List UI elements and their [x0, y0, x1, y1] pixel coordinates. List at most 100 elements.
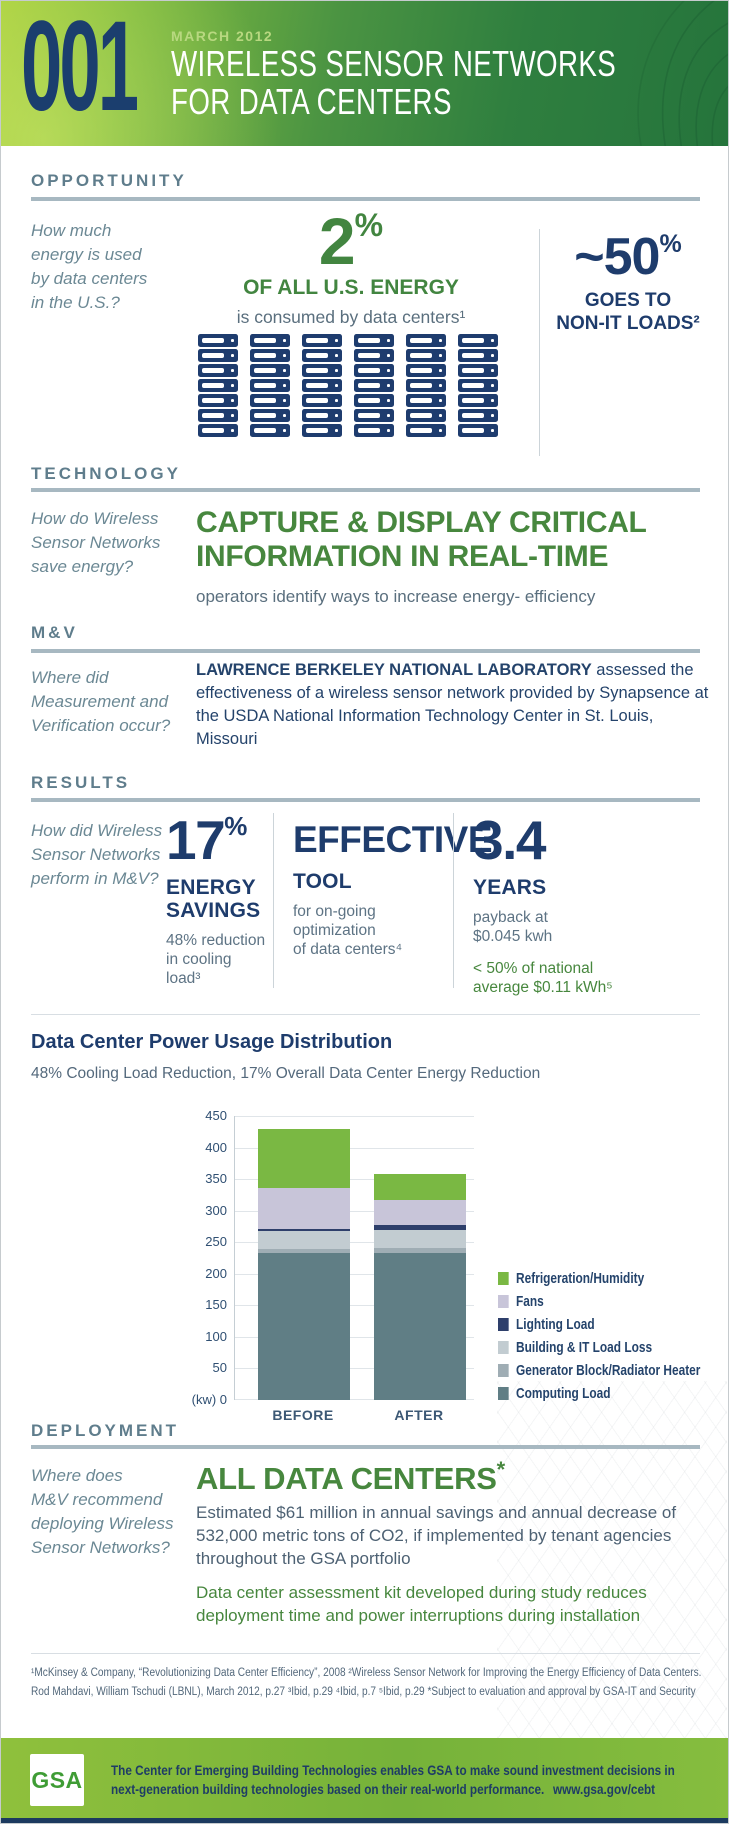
subtext-line: in cooling load³	[166, 951, 232, 987]
legend-label: Lighting Load	[516, 1316, 595, 1333]
side-caption-line: GOES TO	[584, 290, 672, 311]
subtext-line: optimization	[293, 922, 376, 939]
footer-url-link[interactable]: www.gsa.gov/cebt	[553, 1782, 656, 1797]
legend-label: Building & IT Load Loss	[516, 1339, 653, 1356]
headline-text: ALL DATA CENTERS	[196, 1461, 497, 1496]
footnote-line: ¹McKinsey & Company, “Revolutionizing Da…	[31, 1667, 702, 1679]
server-row	[198, 394, 498, 407]
bar-segment	[374, 1253, 466, 1400]
chart-subtitle: 48% Cooling Load Reduction, 17% Overall …	[31, 1065, 541, 1082]
body-line: throughout the GSA portfolio	[196, 1549, 411, 1568]
bar-segment	[258, 1253, 350, 1400]
chart-y-tick-label: 200	[205, 1266, 227, 1281]
bar-segment	[258, 1188, 350, 1230]
title-line: SAVINGS	[166, 899, 261, 922]
header-title-line1: WIRELESS SENSOR NETWORKS	[171, 43, 617, 84]
server-unit-icon	[406, 364, 446, 377]
section-label-mv: M&V	[31, 623, 78, 642]
results-question: How did Wireless Sensor Networks perform…	[31, 819, 181, 891]
gsa-logo: GSA	[30, 1754, 84, 1806]
question-line: M&V recommend	[31, 1490, 163, 1509]
stat-50-percent: ~50%	[553, 231, 703, 283]
issue-number: 001	[21, 0, 139, 138]
bar-segment	[374, 1225, 466, 1230]
results-col-payback: 3.4 YEARS payback at $0.045 kwh < 50% of…	[473, 813, 703, 997]
chart-x-label-after: AFTER	[394, 1407, 444, 1423]
server-unit-icon	[198, 334, 238, 347]
section-rule	[31, 197, 700, 201]
header-curves-decoration	[637, 1, 728, 146]
chart-plot-area	[234, 1116, 474, 1400]
legend-item: Refrigeration/Humidity	[498, 1267, 700, 1290]
server-unit-icon	[458, 334, 498, 347]
server-row	[198, 409, 498, 422]
bar-segment	[258, 1229, 350, 1231]
results-divider	[273, 813, 274, 988]
headline-line: INFORMATION IN REAL-TIME	[196, 540, 609, 573]
chart-gridline	[235, 1148, 474, 1149]
section-rule	[31, 649, 700, 653]
side-caption: GOES TO NON-IT LOADS²	[553, 289, 703, 335]
subtext-line: payback at	[473, 909, 548, 926]
chart-y-tick-label: 350	[205, 1171, 227, 1186]
server-unit-icon	[406, 349, 446, 362]
question-line: save energy?	[31, 557, 134, 576]
footnote-rule	[31, 1653, 700, 1654]
years-title: YEARS	[473, 876, 547, 899]
legend-swatch	[498, 1387, 509, 1400]
stat-unit: %	[224, 811, 248, 841]
server-rack-grid	[198, 334, 498, 437]
results-col-energy-savings: 17% ENERGY SAVINGS 48% reduction in cool…	[166, 813, 266, 988]
chart-y-tick-label: 250	[205, 1234, 227, 1249]
results-green-note: < 50% of national average $0.11 kWh⁵	[473, 959, 703, 997]
server-unit-icon	[250, 409, 290, 422]
question-line: Where does	[31, 1466, 123, 1485]
question-line: Where did	[31, 668, 109, 687]
stat-unit: %	[354, 207, 384, 243]
server-unit-icon	[458, 394, 498, 407]
chart-gridline	[235, 1242, 474, 1243]
legend-swatch	[498, 1318, 509, 1331]
section-label-results: RESULTS	[31, 773, 131, 792]
headline-asterisk: *	[496, 1457, 506, 1482]
subtext-line: of data centers⁴	[293, 941, 403, 958]
deployment-question: Where does M&V recommend deploying Wirel…	[31, 1464, 181, 1560]
legend-label: Refrigeration/Humidity	[516, 1270, 645, 1287]
chart-x-label-before: BEFORE	[272, 1407, 334, 1423]
opportunity-side-stat: ~50% GOES TO NON-IT LOADS²	[553, 231, 703, 335]
server-row	[198, 424, 498, 437]
server-unit-icon	[458, 364, 498, 377]
chart-y-axis: 450 400 350 300 250 200 150 100 50 (kw) 0	[141, 1108, 227, 1407]
question-line: How do Wireless	[31, 509, 159, 528]
chart-bar-before	[258, 1128, 350, 1400]
footer-band: GSA The Center for Emerging Building Tec…	[1, 1738, 728, 1819]
stat-value: 17	[166, 809, 226, 871]
chart-gridline	[235, 1179, 474, 1180]
server-unit-icon	[354, 409, 394, 422]
stat-value: ~50	[574, 228, 660, 286]
results-col-subtext: for on-going optimization of data center…	[293, 902, 443, 959]
header-title-line2: FOR DATA CENTERS	[171, 81, 452, 122]
section-rule	[31, 488, 700, 492]
server-row	[198, 349, 498, 362]
green-line: deployment time and power interruptions …	[196, 1606, 641, 1625]
server-unit-icon	[198, 379, 238, 392]
footer-text: The Center for Emerging Building Technol…	[111, 1761, 675, 1799]
chart-bar-after	[374, 1174, 466, 1400]
server-unit-icon	[406, 379, 446, 392]
opportunity-stat-block: 2% OF ALL U.S. ENERGY is consumed by dat…	[181, 208, 521, 328]
chart-gridline	[235, 1305, 474, 1306]
deployment-green-note: Data center assessment kit developed dur…	[196, 1581, 647, 1627]
stat-caption: OF ALL U.S. ENERGY	[243, 276, 459, 299]
chart-y-tick-label: 300	[205, 1203, 227, 1218]
server-unit-icon	[302, 394, 342, 407]
server-unit-icon	[198, 424, 238, 437]
server-unit-icon	[302, 379, 342, 392]
question-line: in the U.S.?	[31, 293, 120, 312]
footer-line: The Center for Emerging Building Technol…	[111, 1763, 675, 1778]
chart-legend: Refrigeration/Humidity Fans Lighting Load B…	[498, 1267, 700, 1405]
technology-subtext: operators identify ways to increase ener…	[196, 587, 596, 606]
question-line: deploying Wireless	[31, 1514, 174, 1533]
green-line: Data center assessment kit developed dur…	[196, 1583, 647, 1602]
subtext-line: for on-going	[293, 903, 376, 920]
